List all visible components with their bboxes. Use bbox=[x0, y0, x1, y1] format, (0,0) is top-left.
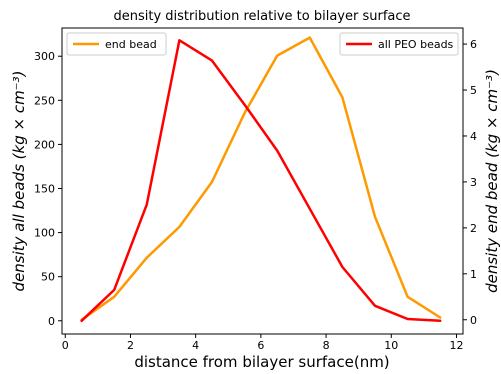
x-axis-label: distance from bilayer surface(nm) bbox=[134, 353, 389, 371]
x-tick-label: 6 bbox=[257, 339, 264, 352]
chart-title: density distribution relative to bilayer… bbox=[113, 9, 410, 24]
left-y-axis-ticks: 0 50 100 150 200 250 300 bbox=[34, 50, 62, 328]
left-y-tick-label: 200 bbox=[34, 138, 55, 151]
left-y-tick-label: 100 bbox=[34, 227, 55, 240]
legend-end-bead-frame bbox=[66, 32, 167, 56]
x-tick-label: 4 bbox=[192, 339, 199, 352]
x-tick-label: 8 bbox=[323, 339, 330, 352]
left-y-tick-label: 250 bbox=[34, 94, 55, 107]
left-y-axis-label: density all beads (kg × cm⁻³) bbox=[10, 71, 28, 292]
right-y-tick-label: 2 bbox=[470, 222, 477, 235]
all-peo-beads-series-line bbox=[80, 39, 442, 323]
x-tick-label: 2 bbox=[127, 339, 134, 352]
legend-end-bead-label: end bead bbox=[105, 38, 157, 51]
x-tick-label: 12 bbox=[449, 339, 463, 352]
end-bead-series-line bbox=[80, 36, 442, 322]
legend-all-peo-beads-label: all PEO beads bbox=[378, 38, 454, 51]
left-y-tick-label: 50 bbox=[41, 271, 55, 284]
left-y-tick-label: 300 bbox=[34, 50, 55, 63]
right-y-tick-label: 1 bbox=[470, 268, 477, 281]
legend-all-peo-beads: all PEO beads bbox=[339, 32, 459, 56]
right-y-axis-label: density end bead (kg × cm⁻³) bbox=[483, 69, 501, 293]
right-y-tick-label: 3 bbox=[470, 176, 477, 189]
left-y-tick-label: 0 bbox=[48, 315, 55, 328]
left-y-tick-label: 150 bbox=[34, 182, 55, 195]
right-y-tick-label: 5 bbox=[470, 84, 477, 97]
right-y-axis-ticks: 0 1 2 3 4 5 6 bbox=[463, 38, 477, 327]
legend-end-bead: end bead bbox=[66, 32, 167, 56]
x-tick-label: 10 bbox=[384, 339, 398, 352]
x-tick-label: 0 bbox=[62, 339, 69, 352]
plot-frame bbox=[61, 27, 464, 335]
right-y-tick-label: 0 bbox=[470, 314, 477, 327]
right-y-tick-label: 4 bbox=[470, 130, 477, 143]
right-y-tick-label: 6 bbox=[470, 38, 477, 51]
series-lines bbox=[80, 36, 442, 323]
legend-all-peo-beads-frame bbox=[339, 32, 459, 56]
x-axis-ticks: 0 2 4 6 8 10 12 bbox=[62, 334, 463, 352]
